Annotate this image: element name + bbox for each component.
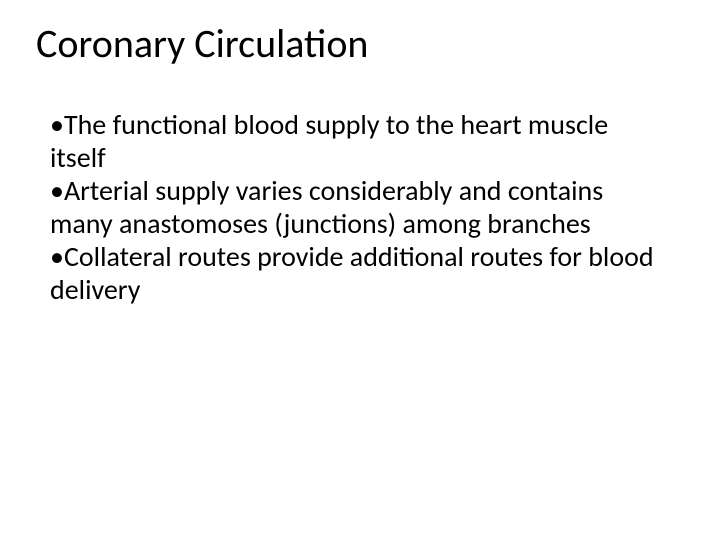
slide-body: •The functional blood supply to the hear… bbox=[50, 108, 670, 306]
bullet-item: •The functional blood supply to the hear… bbox=[50, 108, 670, 174]
slide-title: Coronary Circulation bbox=[36, 22, 368, 66]
slide: Coronary Circulation •The functional blo… bbox=[0, 0, 720, 540]
bullet-icon: • bbox=[50, 107, 64, 142]
bullet-text: Arterial supply varies considerably and … bbox=[50, 173, 603, 241]
bullet-text: Collateral routes provide additional rou… bbox=[50, 239, 654, 307]
bullet-item: •Arterial supply varies considerably and… bbox=[50, 174, 670, 240]
bullet-icon: • bbox=[50, 173, 64, 208]
bullet-item: •Collateral routes provide additional ro… bbox=[50, 240, 670, 306]
bullet-text: The functional blood supply to the heart… bbox=[50, 107, 608, 175]
bullet-icon: • bbox=[50, 239, 64, 274]
